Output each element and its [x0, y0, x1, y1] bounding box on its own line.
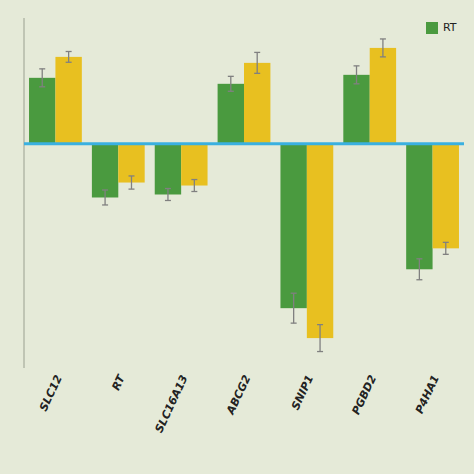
error-bar	[228, 76, 234, 91]
bar	[406, 144, 432, 270]
error-bar	[191, 180, 197, 192]
chart: SLC12 RT SLC16A13 ABCG2 SNIP1 PGBD2 P4HA1 RT	[0, 0, 474, 474]
bar	[155, 144, 181, 195]
error-bar	[443, 242, 449, 254]
bar	[343, 75, 369, 144]
error-bar	[380, 39, 386, 57]
y-axis-line	[24, 18, 25, 368]
error-bar	[416, 259, 422, 280]
error-bar	[128, 176, 134, 189]
x-tick-label: PGBD2	[350, 373, 380, 417]
bar	[218, 84, 244, 144]
error-bar	[317, 325, 323, 352]
bar	[181, 144, 207, 186]
x-tick-label: SNIP1	[289, 373, 316, 412]
error-bar	[165, 189, 171, 201]
bar	[370, 48, 396, 144]
bar	[280, 144, 306, 309]
bar	[55, 57, 81, 144]
bar	[92, 144, 118, 198]
bar-series	[55, 39, 459, 352]
bar	[244, 63, 270, 144]
error-bar	[102, 190, 108, 205]
error-bar	[66, 52, 72, 63]
error-bar	[254, 52, 260, 73]
error-bar	[291, 293, 297, 323]
zero-line	[24, 142, 464, 145]
bar	[433, 144, 459, 249]
x-tick-label: SLC12	[37, 373, 65, 414]
legend-swatch	[426, 22, 438, 34]
legend: RT	[426, 21, 457, 34]
legend-label: RT	[443, 21, 457, 34]
plot-area	[29, 39, 459, 352]
error-bar	[354, 66, 360, 84]
x-tick-label: RT	[109, 372, 128, 393]
x-tick-label: P4HA1	[413, 373, 442, 416]
error-bar	[39, 69, 45, 87]
x-tick-label: ABCG2	[224, 373, 254, 417]
bar	[307, 144, 333, 338]
bar	[29, 78, 55, 144]
x-tick-label: SLC16A13	[153, 373, 191, 435]
